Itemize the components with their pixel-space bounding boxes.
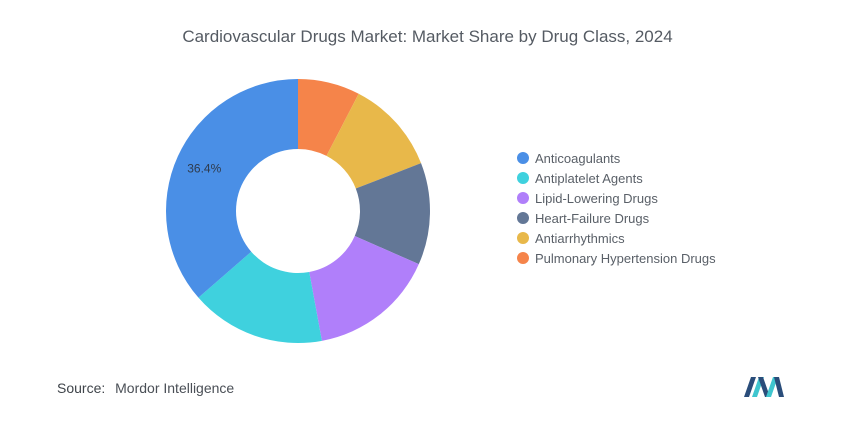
legend-swatch-icon [517,232,529,244]
slice-antiplatelet-agents [198,251,322,343]
mordor-intelligence-logo-icon [744,377,784,397]
legend-item: Anticoagulants [517,148,716,168]
legend-swatch-icon [517,212,529,224]
slice-lipid-lowering-drugs [309,235,419,341]
source-label: Source: [57,380,106,396]
legend: Anticoagulants Antiplatelet Agents Lipid-L… [517,148,716,268]
legend-label: Heart-Failure Drugs [535,210,650,226]
legend-item: Antiarrhythmics [517,228,716,248]
chart-title: Cardiovascular Drugs Market: Market Shar… [182,27,673,46]
slice-antiarrhythmics [326,93,422,189]
legend-label: Antiarrhythmics [535,230,625,246]
slice-pulmonary-hypertension-drugs [298,79,359,156]
source-text: Mordor Intelligence [115,380,235,396]
legend-swatch-icon [517,252,529,264]
legend-swatch-icon [517,172,529,184]
legend-label: Anticoagulants [535,150,621,166]
legend-swatch-icon [517,192,529,204]
legend-item: Heart-Failure Drugs [517,208,716,228]
legend-swatch-icon [517,152,529,164]
legend-label: Antiplatelet Agents [535,170,643,186]
legend-label: Lipid-Lowering Drugs [535,190,658,206]
slice-heart-failure-drugs [354,163,431,265]
legend-item: Lipid-Lowering Drugs [517,188,716,208]
source-note: Source: Mordor Intelligence [57,380,234,396]
legend-item: Antiplatelet Agents [517,168,716,188]
data-label: 36.4% [187,161,221,175]
slice-anticoagulants [165,79,298,298]
legend-label: Pulmonary Hypertension Drugs [535,250,716,266]
legend-item: Pulmonary Hypertension Drugs [517,248,716,268]
